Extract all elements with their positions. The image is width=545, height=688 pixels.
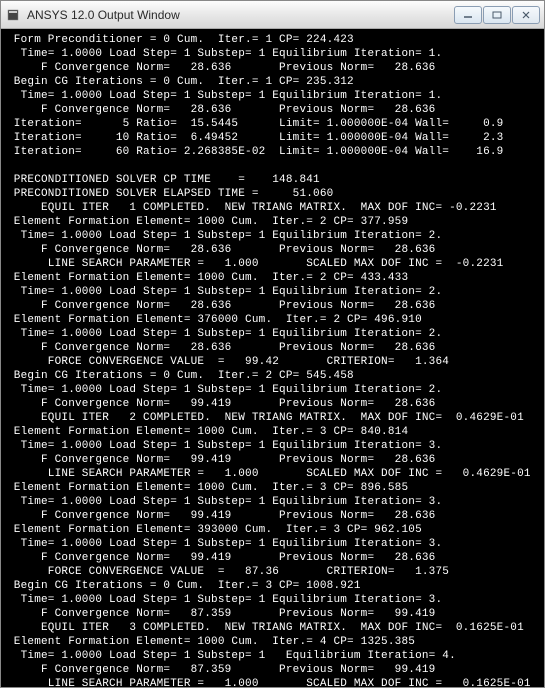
- maximize-button[interactable]: [483, 6, 511, 24]
- window-title: ANSYS 12.0 Output Window: [27, 8, 454, 22]
- close-icon: [521, 11, 531, 19]
- window-controls: [454, 6, 540, 24]
- console-output[interactable]: Form Preconditioner = 0 Cum. Iter.= 1 CP…: [1, 29, 544, 687]
- app-icon: [5, 7, 21, 23]
- maximize-icon: [492, 11, 502, 19]
- minimize-icon: [463, 11, 473, 19]
- close-button[interactable]: [512, 6, 540, 24]
- minimize-button[interactable]: [454, 6, 482, 24]
- output-window: ANSYS 12.0 Output Window Form Preconditi…: [0, 0, 545, 688]
- titlebar[interactable]: ANSYS 12.0 Output Window: [1, 1, 544, 29]
